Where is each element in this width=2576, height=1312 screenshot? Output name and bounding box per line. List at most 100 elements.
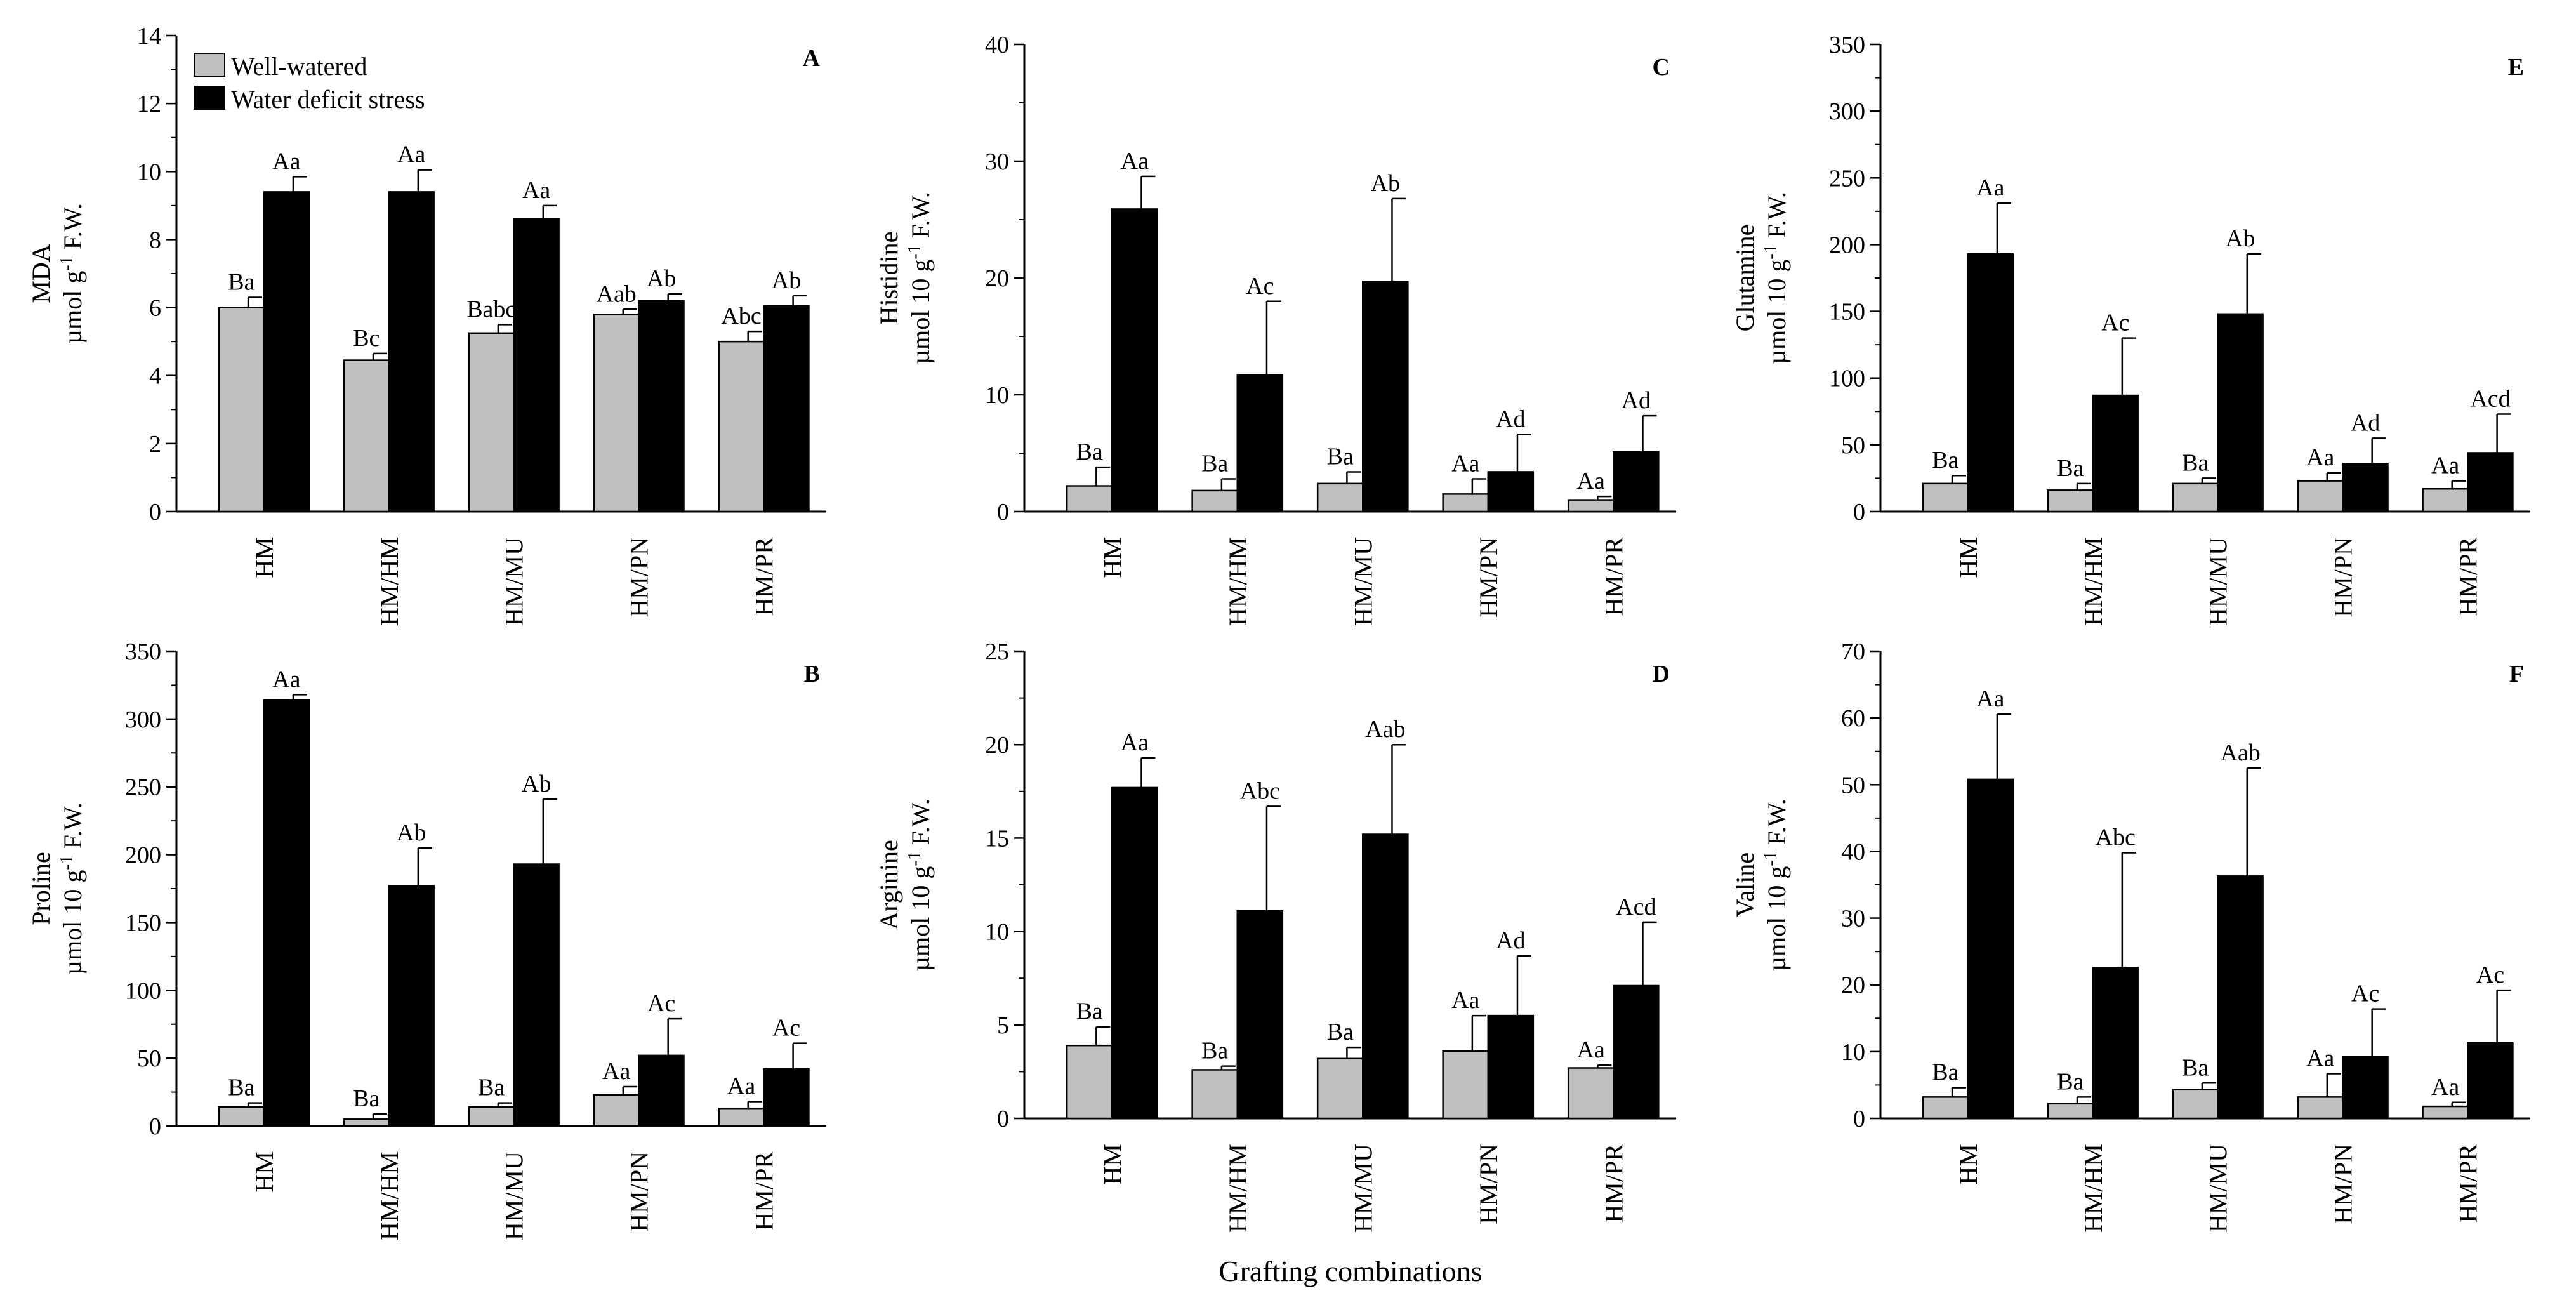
bar-letter-d-well-watered-2: Ba xyxy=(1327,1019,1354,1045)
bar-d-well-watered-0 xyxy=(1066,1044,1113,1120)
panel-a: 0 2 4 6 8 10 12 14 MDA µmol g-1 F.W. A Ba Aa HM Bc Aa HM… xyxy=(27,23,826,626)
bar-b-well-watered-2 xyxy=(468,1106,515,1127)
y-tick-label-e-7: 350 xyxy=(1829,32,1865,58)
y-axis-label-c: Histidine xyxy=(875,232,903,325)
bar-letter-f-well-watered-1: Ba xyxy=(2057,1068,2084,1095)
x-category-label-f-0: HM xyxy=(1954,1144,1983,1184)
bar-letter-f-well-watered-0: Ba xyxy=(1932,1059,1958,1086)
bar-c-water-deficit-0 xyxy=(1111,208,1158,513)
x-category-label-a-3: HM/PN xyxy=(625,537,654,618)
bar-letter-b-well-watered-0: Ba xyxy=(228,1075,254,1101)
bar-b-well-watered-0 xyxy=(218,1106,265,1127)
legend: Well-watered Water deficit stress xyxy=(194,52,425,114)
panel-letter-c: C xyxy=(1653,54,1670,81)
bar-letter-f-water-deficit-3: Ac xyxy=(2351,981,2379,1007)
y-tick-label-f-6: 60 xyxy=(1841,705,1865,732)
bar-d-water-deficit-2 xyxy=(1362,833,1409,1120)
x-category-label-f-2: HM/MU xyxy=(2204,1144,2233,1233)
x-category-label-e-3: HM/PN xyxy=(2329,537,2358,618)
bar-c-well-watered-0 xyxy=(1066,485,1113,513)
y-tick-label-e-3: 150 xyxy=(1829,299,1865,326)
y-tick-label-c-1: 10 xyxy=(985,382,1009,409)
bar-letter-b-well-watered-1: Ba xyxy=(353,1085,380,1112)
y-axis-label-b: Proline xyxy=(27,852,55,925)
bar-b-well-watered-1 xyxy=(343,1118,390,1127)
bar-a-well-watered-2 xyxy=(468,332,515,513)
bar-f-well-watered-1 xyxy=(2047,1103,2094,1120)
bar-letter-a-well-watered-4: Abc xyxy=(721,303,761,329)
bar-letter-a-well-watered-3: Aab xyxy=(597,281,637,307)
x-category-label-e-2: HM/MU xyxy=(2204,537,2233,626)
bar-letter-d-well-watered-4: Aa xyxy=(1577,1037,1605,1063)
y-tick-label-e-5: 250 xyxy=(1829,165,1865,192)
bar-letter-c-water-deficit-0: Aa xyxy=(1121,148,1149,175)
common-x-axis-label: Grafting combinations xyxy=(1219,1255,1482,1287)
panel-b: 0 50 100 150 200 250 300 350 Proline µmol 10 g-1 … xyxy=(27,639,826,1240)
y-tick-label-a-1: 2 xyxy=(149,431,161,458)
bar-letter-d-water-deficit-2: Aab xyxy=(1365,716,1405,743)
y-tick-label-f-3: 30 xyxy=(1841,906,1865,932)
y-tick-label-a-3: 6 xyxy=(149,295,161,322)
x-category-label-c-3: HM/PN xyxy=(1474,537,1503,618)
bar-a-water-deficit-0 xyxy=(263,191,310,513)
bar-d-water-deficit-4 xyxy=(1613,984,1660,1120)
bar-letter-e-water-deficit-3: Ad xyxy=(2351,409,2380,436)
bar-letter-f-water-deficit-2: Aab xyxy=(2220,739,2260,766)
x-category-label-b-2: HM/MU xyxy=(500,1151,529,1240)
y-tick-label-e-6: 300 xyxy=(1829,98,1865,125)
y-tick-label-f-5: 50 xyxy=(1841,772,1865,798)
y-tick-label-a-7: 14 xyxy=(137,23,161,50)
bar-a-well-watered-3 xyxy=(593,314,640,513)
bar-e-water-deficit-2 xyxy=(2217,313,2264,513)
bar-letter-d-water-deficit-1: Abc xyxy=(1240,778,1280,804)
y-tick-label-d-1: 5 xyxy=(997,1012,1009,1039)
bar-e-well-watered-1 xyxy=(2047,489,2094,513)
bar-letter-e-water-deficit-4: Acd xyxy=(2470,385,2510,412)
bar-letter-b-water-deficit-4: Ac xyxy=(772,1015,800,1042)
legend-swatch-water-deficit xyxy=(194,86,225,110)
bar-a-well-watered-0 xyxy=(218,307,265,513)
y-tick-label-f-4: 40 xyxy=(1841,838,1865,865)
bar-b-water-deficit-0 xyxy=(263,699,310,1127)
legend-label-water-deficit: Water deficit stress xyxy=(231,85,425,114)
panel-c: 0 10 20 30 40 Histidine µmol 10 g-1 F.W. C Ba Aa H… xyxy=(875,32,1676,626)
y-axis-unit-c: µmol 10 g-1 F.W. xyxy=(905,192,935,364)
y-tick-label-d-2: 10 xyxy=(985,919,1009,946)
y-tick-label-b-1: 50 xyxy=(137,1045,161,1072)
x-category-label-d-3: HM/PN xyxy=(1474,1144,1503,1224)
x-category-label-c-4: HM/PR xyxy=(1599,537,1628,616)
bar-letter-b-well-watered-4: Aa xyxy=(727,1073,755,1100)
bar-letter-c-water-deficit-3: Ad xyxy=(1496,406,1525,433)
x-category-label-b-1: HM/HM xyxy=(375,1151,404,1240)
y-tick-label-c-3: 30 xyxy=(985,149,1009,175)
bar-letter-a-water-deficit-1: Aa xyxy=(397,142,425,168)
panel-letter-d: D xyxy=(1653,661,1670,687)
y-axis-label-f: Valine xyxy=(1731,852,1759,917)
x-category-label-f-3: HM/PN xyxy=(2329,1144,2358,1224)
bar-c-well-watered-4 xyxy=(1567,499,1615,513)
bar-letter-a-water-deficit-3: Ab xyxy=(647,265,676,292)
bar-letter-d-well-watered-3: Aa xyxy=(1451,987,1479,1014)
x-category-label-e-1: HM/HM xyxy=(2079,537,2108,626)
y-tick-label-b-7: 350 xyxy=(125,639,161,665)
bar-letter-b-well-watered-2: Ba xyxy=(478,1075,505,1101)
panel-e: 0 50 100 150 200 250 300 350 Glutamine µmol 10 g-… xyxy=(1731,32,2530,626)
bar-letter-e-well-watered-4: Aa xyxy=(2431,453,2459,479)
bar-letter-f-well-watered-4: Aa xyxy=(2431,1074,2459,1101)
bar-a-water-deficit-2 xyxy=(513,218,560,513)
x-category-label-a-0: HM xyxy=(250,537,279,578)
y-tick-label-f-1: 10 xyxy=(1841,1039,1865,1066)
bar-letter-a-well-watered-0: Ba xyxy=(228,269,254,296)
bar-f-well-watered-3 xyxy=(2297,1096,2344,1120)
panel-letter-e: E xyxy=(2508,54,2524,81)
bar-c-well-watered-3 xyxy=(1442,493,1489,513)
y-axis-unit-b: µmol 10 g-1 F.W. xyxy=(57,802,87,975)
y-axis-unit-a: µmol g-1 F.W. xyxy=(57,203,87,344)
bar-a-water-deficit-1 xyxy=(388,191,435,513)
y-tick-label-c-0: 0 xyxy=(997,499,1009,526)
bar-letter-a-well-watered-1: Bc xyxy=(353,325,380,352)
bar-d-water-deficit-0 xyxy=(1111,786,1158,1120)
bar-letter-c-well-watered-2: Ba xyxy=(1327,443,1354,470)
bar-letter-c-well-watered-1: Ba xyxy=(1201,450,1228,477)
y-axis-unit-f: µmol 10 g-1 F.W. xyxy=(1761,798,1791,971)
